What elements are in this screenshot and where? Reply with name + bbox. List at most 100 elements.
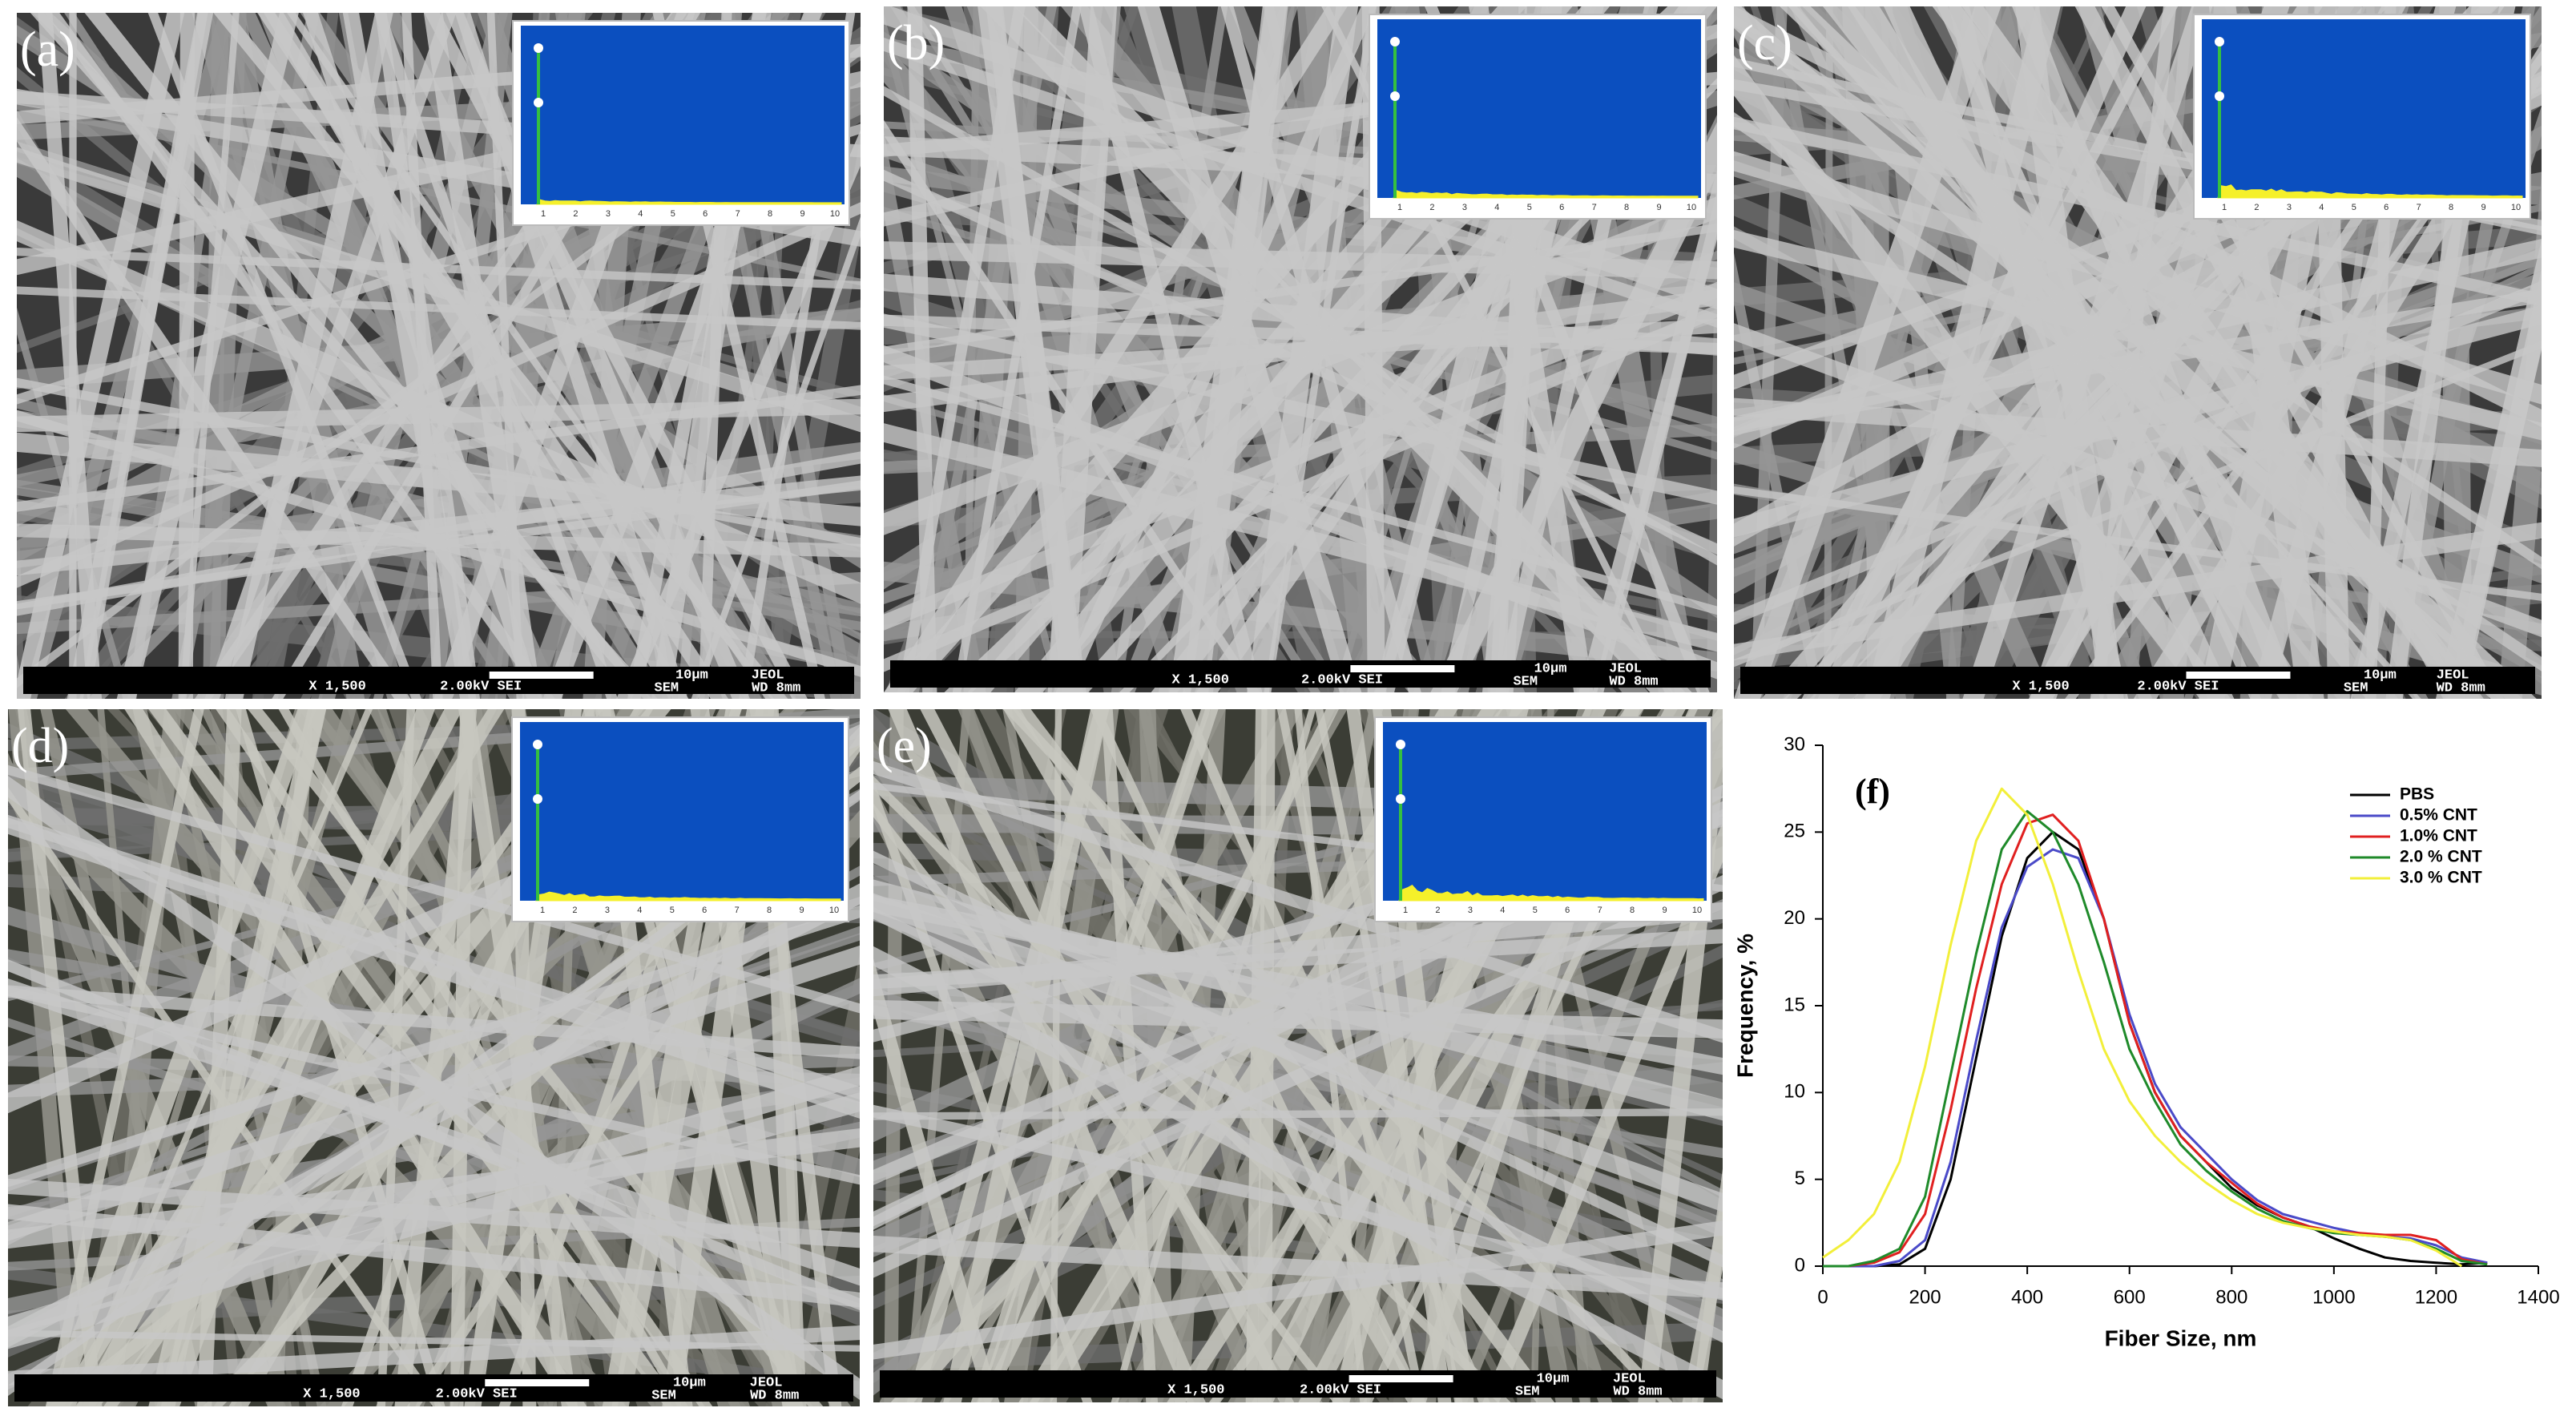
fiber <box>394 709 478 1406</box>
fiber <box>884 37 1717 328</box>
inset-tick-label: 10 <box>2511 203 2521 212</box>
inset-tick-label: 10 <box>1687 203 1696 212</box>
fiber <box>1734 288 2542 432</box>
inset-tick-label: 9 <box>800 209 804 219</box>
inset-tick-label: 4 <box>1500 906 1505 915</box>
x-tick-label: 0 <box>1817 1286 1828 1308</box>
scale-bar-text: WD 8mm <box>750 1388 799 1403</box>
fiber <box>8 985 860 1059</box>
scale-bar-text: 10µm <box>2364 668 2397 683</box>
inset-tick-label: 8 <box>1624 203 1629 212</box>
inset-tick-label: 5 <box>671 209 675 219</box>
fiber <box>8 1128 860 1249</box>
fiber <box>873 879 1723 1121</box>
fiber <box>873 1108 1723 1120</box>
inset-spectrum <box>536 199 842 205</box>
inset-tick-label: 1 <box>2222 203 2227 212</box>
y-tick-label: 30 <box>1784 733 1805 755</box>
inset-tick-label: 3 <box>606 209 611 219</box>
sem-image: X 1,500 2.00kV SEI 10µm JEOL SEM WD 8mm (b) 1 2 3… <box>884 6 1717 692</box>
inset-tick-label: 7 <box>1598 906 1602 915</box>
fiber <box>873 760 1723 1043</box>
scale-bar-text: SEM <box>2344 680 2368 696</box>
y-tick-label: 5 <box>1795 1168 1805 1189</box>
inset-tick-label: 8 <box>767 906 772 915</box>
y-tick-label: 0 <box>1795 1254 1805 1276</box>
fiber <box>1734 305 2542 538</box>
fiber <box>691 216 861 699</box>
fiber <box>1734 341 2542 668</box>
inset-peak-marker <box>2215 37 2224 46</box>
inset-tick-label: 4 <box>1494 203 1499 212</box>
inset-peak-marker <box>533 740 542 749</box>
inset-tick-label: 8 <box>1630 906 1635 915</box>
panel-label: (a) <box>20 22 75 77</box>
inset-tick-label: 3 <box>1468 906 1473 915</box>
scale-bar-text: X 1,500 <box>2012 679 2069 694</box>
inset-tick-label: 7 <box>2417 203 2421 212</box>
inset-tick-label: 1 <box>541 209 546 219</box>
panel-label: (b) <box>887 16 945 71</box>
inset-plot <box>1377 19 1701 198</box>
y-tick-label: 20 <box>1784 907 1805 929</box>
fiber <box>17 475 861 576</box>
scale-bar-text: JEOL <box>1609 661 1642 676</box>
panel-label: (f) <box>1855 772 1890 811</box>
inset-tick-label: 3 <box>605 906 610 915</box>
fiber <box>1315 709 1463 1402</box>
scale-bar-text: X 1,500 <box>303 1386 360 1402</box>
scale-bar-text: SEM <box>651 1388 676 1403</box>
scale-bar-text: 2.00kV SEI <box>2137 679 2219 694</box>
scale-bar-text: X 1,500 <box>308 679 365 694</box>
legend-label: 0.5% CNT <box>2400 806 2477 825</box>
fiber <box>1734 397 2542 467</box>
inset-tick-label: 9 <box>1656 203 1661 212</box>
fiber <box>17 220 861 604</box>
scale-bar-text: SEM <box>655 680 679 696</box>
scale-bar-text: SEM <box>1515 1384 1540 1399</box>
fiber <box>17 377 861 547</box>
sem-image: X 1,500 2.00kV SEI 10µm JEOL SEM WD 8mm (c) 1 2 3… <box>1734 6 2542 699</box>
fiber <box>884 86 1717 566</box>
scale-bar-text: 10µm <box>1534 661 1567 676</box>
fiber <box>424 13 808 699</box>
fiber <box>873 946 1723 1400</box>
inset-tick-label: 4 <box>637 906 642 915</box>
scale-bar-text: JEOL <box>752 668 784 683</box>
scale-bar-text: 2.00kV SEI <box>436 1386 518 1402</box>
fiber <box>884 375 1717 615</box>
scale-bar-text: JEOL <box>2437 668 2469 683</box>
inset-tick-label: 2 <box>573 209 578 219</box>
fiber <box>17 202 861 588</box>
x-tick-label: 1400 <box>2517 1286 2559 1308</box>
fiber <box>17 247 861 290</box>
fiber <box>1734 522 2542 660</box>
fiber <box>17 452 25 699</box>
fiber <box>8 883 860 1348</box>
scale-bar-text: JEOL <box>750 1375 783 1390</box>
fiber <box>884 313 1717 505</box>
fiber <box>1734 486 2542 601</box>
fiber <box>1706 157 1717 692</box>
inset-tick-label: 2 <box>572 906 577 915</box>
inset-spectrum <box>2217 184 2523 199</box>
fiber <box>884 345 1717 680</box>
legend-label: 3.0 % CNT <box>2400 869 2482 887</box>
y-tick-label: 25 <box>1784 821 1805 842</box>
inset-tick-label: 5 <box>670 906 675 915</box>
legend-label: 2.0 % CNT <box>2400 848 2482 866</box>
inset-tick-label: 9 <box>1662 906 1667 915</box>
inset-tick-label: 6 <box>702 906 707 915</box>
inset-tick-label: 10 <box>829 906 839 915</box>
fiber <box>884 561 1717 672</box>
scale-bar-text: WD 8mm <box>2437 680 2485 696</box>
fiber <box>8 945 860 1241</box>
inset-tick-label: 6 <box>703 209 707 219</box>
scale-bar-text: JEOL <box>1613 1371 1646 1386</box>
inset-tick-label: 2 <box>1429 203 1434 212</box>
inset-tick-label: 10 <box>830 209 840 219</box>
legend-label: PBS <box>2400 785 2434 804</box>
scale-bar <box>1348 1375 1453 1382</box>
sem-image: X 1,500 2.00kV SEI 10µm JEOL SEM WD 8mm (a) 1 2 3… <box>17 13 861 699</box>
